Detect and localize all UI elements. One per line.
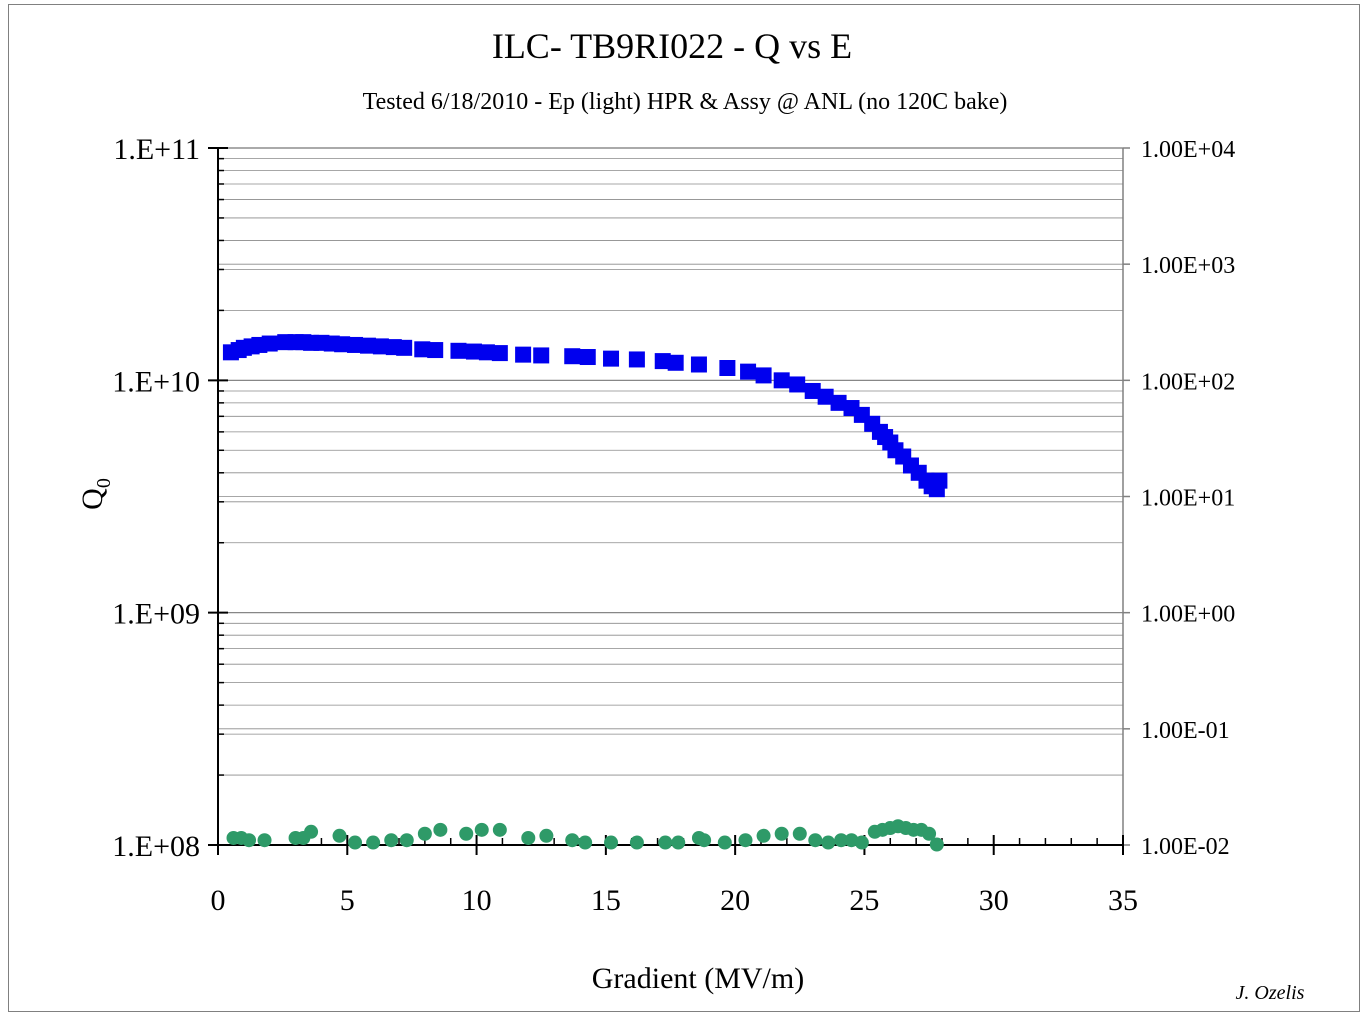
q0-point [789, 376, 806, 393]
y2-tick-label: 1.00E+01 [1141, 486, 1235, 512]
q0-point [579, 349, 596, 366]
chart-title: ILC- TB9RI022 - Q vs E [492, 26, 852, 66]
x-tick-label: 35 [1108, 884, 1138, 917]
q0-point [817, 388, 834, 405]
radiation-point [539, 828, 554, 843]
q0-point [261, 335, 278, 352]
x-tick-label: 25 [849, 884, 879, 917]
q0-point [359, 337, 376, 354]
y-tick-label: 1.E+10 [112, 365, 200, 398]
q0-point [414, 341, 431, 358]
q0-point [465, 343, 482, 360]
q0-point [478, 344, 495, 361]
q0-point [533, 347, 550, 364]
radiation-point [834, 833, 849, 848]
y-axis-label-subscript: 0 [93, 478, 115, 488]
radiation-point [792, 826, 807, 841]
data-marks [222, 334, 948, 852]
q0-point [427, 342, 444, 359]
radiation-point [756, 828, 771, 843]
radiation-point [604, 835, 619, 850]
radiation-point [417, 826, 432, 841]
x-tick-label: 0 [211, 884, 226, 917]
x-tick-label: 20 [720, 884, 750, 917]
y-axis-title: Q0 [76, 478, 115, 510]
y2-tick-label: 1.00E+00 [1141, 602, 1235, 628]
y2-tick-label: 1.00E+04 [1141, 137, 1235, 163]
chart-subtitle: Tested 6/18/2010 - Ep (light) HPR & Assy… [363, 89, 1008, 115]
q0-point [396, 339, 413, 356]
x-axis-label: Gradient (MV/m) [592, 962, 804, 995]
radiation-point [257, 833, 272, 848]
radiation-point [348, 835, 363, 850]
q0-point [931, 472, 948, 489]
q0-point [690, 356, 707, 373]
radiation-point [929, 837, 944, 852]
q0-point [628, 351, 645, 368]
x-tick-label: 30 [979, 884, 1009, 917]
q0-point [773, 372, 790, 389]
radiation-point [671, 835, 686, 850]
q0-point [755, 367, 772, 384]
y2-tick-label: 1.00E+03 [1141, 253, 1235, 279]
q0-point [372, 338, 389, 355]
radiation-point [521, 830, 536, 845]
y-axis-label: Q [76, 488, 109, 510]
radiation-point [433, 822, 448, 837]
tick-labels: 0 5 10 15 20 25 30 35 1.E+08 1.E+09 1.E+10 1.E+11 1.… [112, 133, 1235, 917]
radiation-point [658, 835, 673, 850]
x-tick-label: 5 [340, 884, 355, 917]
radiation-point [332, 828, 347, 843]
q0-point [564, 348, 581, 365]
q0-point [347, 336, 364, 353]
radiation-point [808, 833, 823, 848]
radiation-point [399, 833, 414, 848]
radiation-point [922, 826, 937, 841]
q0-point [515, 346, 532, 363]
radiation-point [629, 835, 644, 850]
radiation-point [854, 835, 869, 850]
radiation-point [242, 833, 257, 848]
radiation-point [717, 835, 732, 850]
y-tick-label: 1.E+09 [112, 598, 200, 631]
radiation-point [774, 826, 789, 841]
radiation-point [697, 833, 712, 848]
q0-point [334, 336, 351, 353]
svg-text:Q0: Q0 [76, 478, 115, 510]
radiation-point [565, 833, 580, 848]
radiation-point [492, 822, 507, 837]
radiation-point [821, 835, 836, 850]
radiation-point [304, 824, 319, 839]
y2-tick-label: 1.00E-01 [1141, 718, 1230, 744]
q0-point [491, 345, 508, 362]
q0-point [667, 354, 684, 371]
gridlines [218, 147, 1123, 846]
q0-point [830, 394, 847, 411]
radiation-point [366, 835, 381, 850]
y-tick-label: 1.E+08 [112, 830, 200, 863]
y-tick-label: 1.E+11 [113, 133, 200, 166]
radiation-point [578, 835, 593, 850]
x-tick-label: 15 [591, 884, 621, 917]
radiation-point [474, 822, 489, 837]
radiation-point [459, 826, 474, 841]
q0-point [603, 350, 620, 367]
q0-point [654, 353, 671, 370]
q0-point [804, 382, 821, 399]
y2-tick-label: 1.00E+02 [1141, 369, 1235, 395]
radiation-point [738, 833, 753, 848]
q0-point [740, 363, 757, 380]
x-tick-label: 10 [462, 884, 492, 917]
radiation-point [384, 833, 399, 848]
author-credit: J. Ozelis [1236, 982, 1305, 1004]
y2-tick-label: 1.00E-02 [1141, 834, 1230, 860]
q0-point [450, 342, 467, 359]
q0-point [719, 360, 736, 377]
